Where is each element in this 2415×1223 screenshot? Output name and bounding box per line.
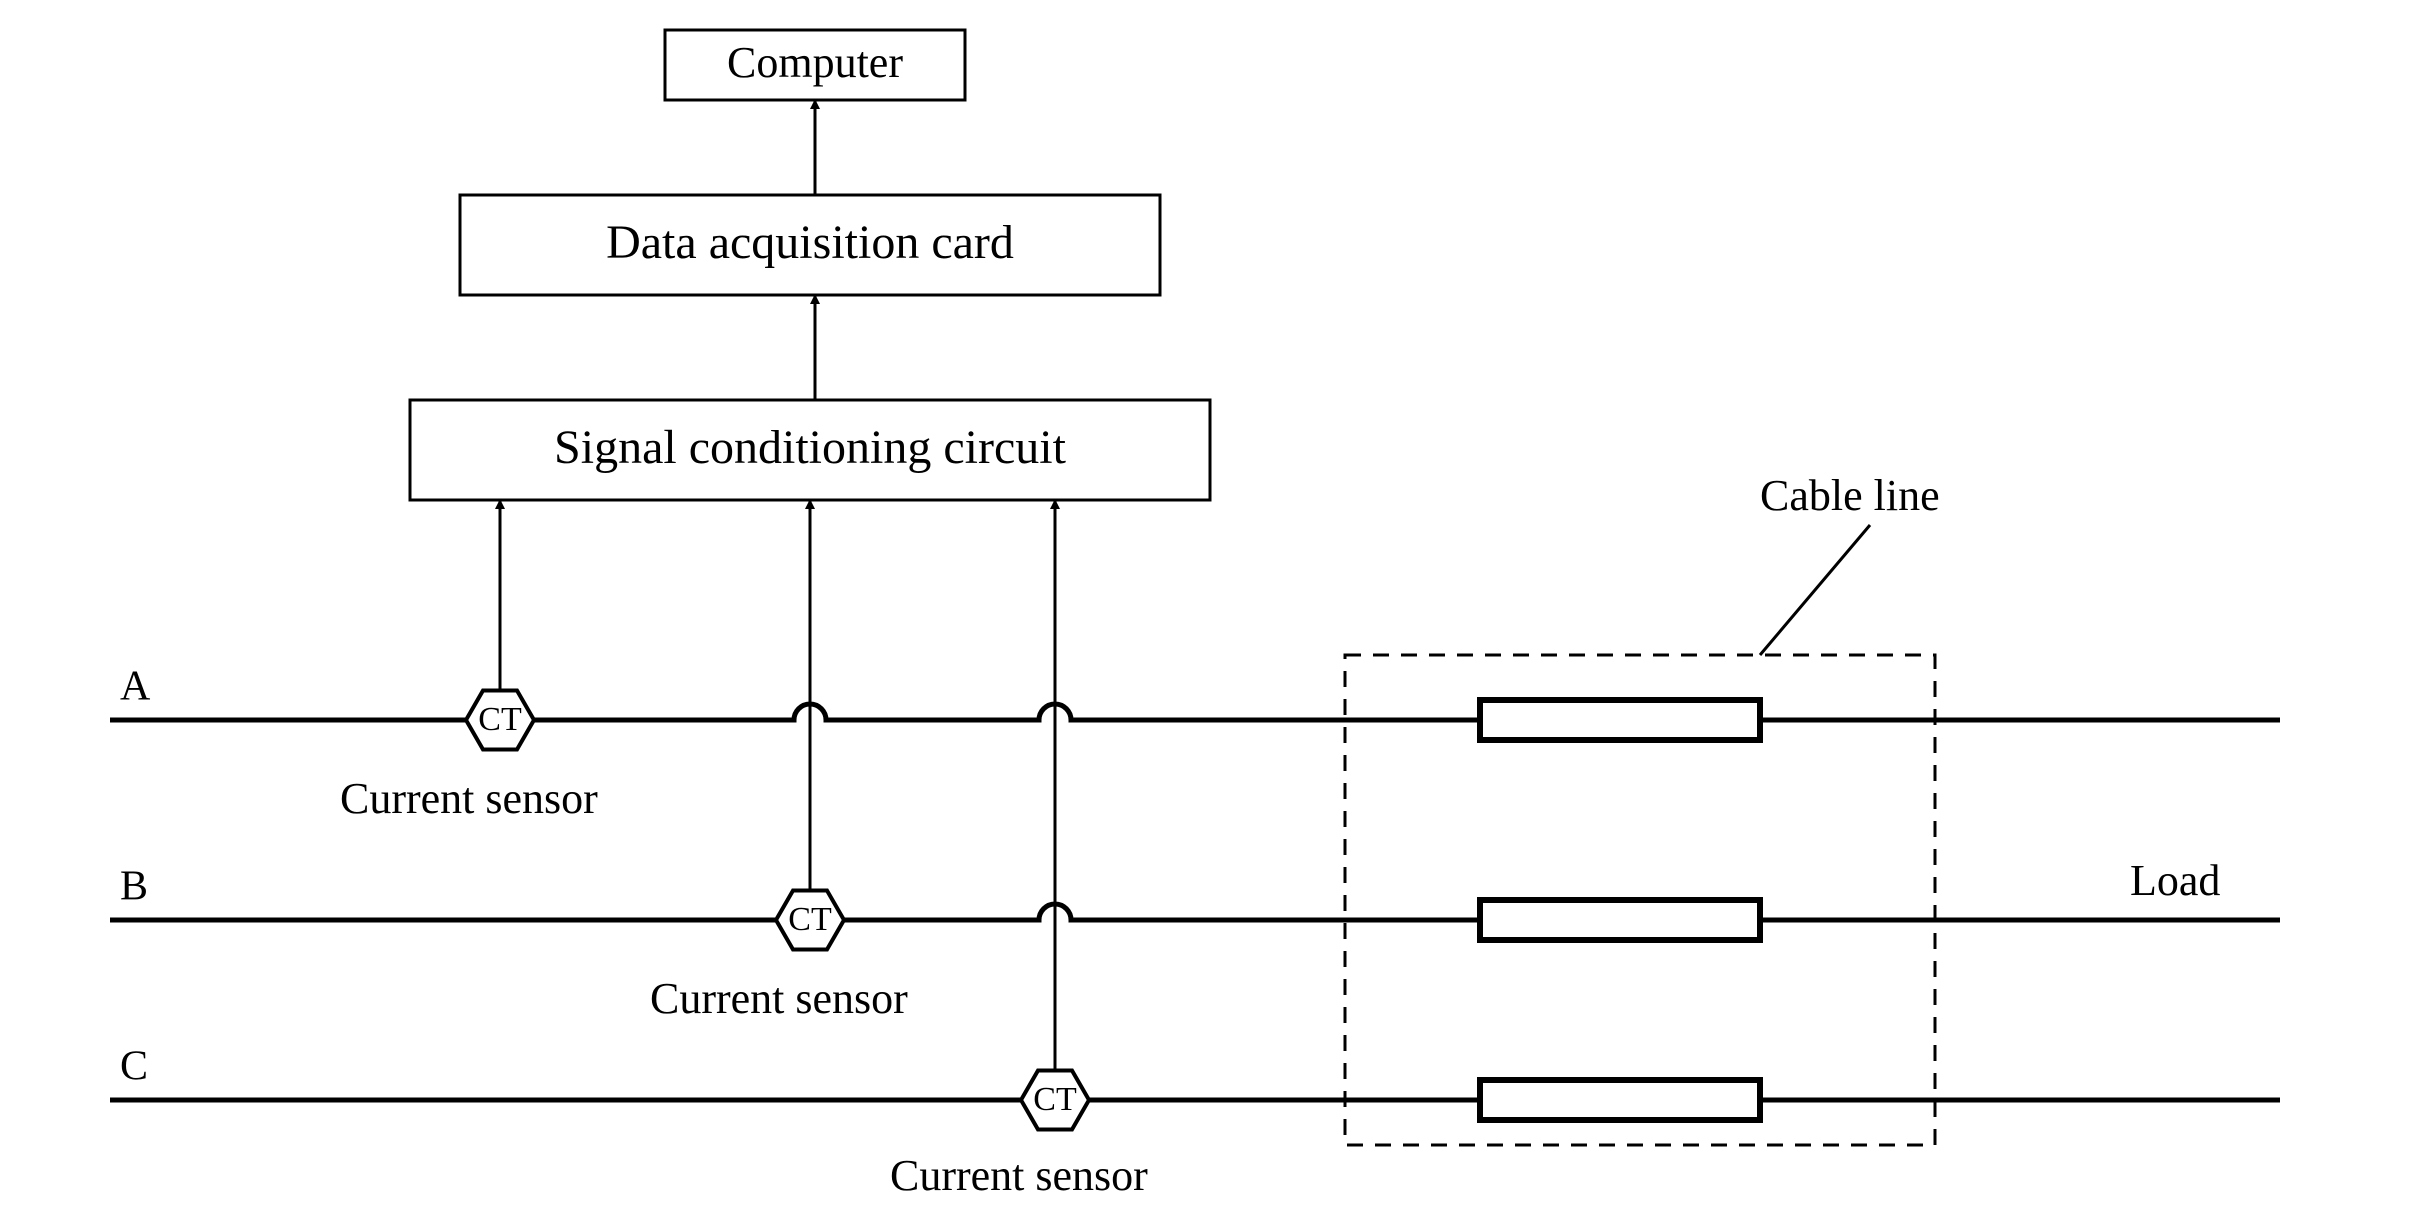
phase-B-line (110, 904, 2280, 920)
ct-sensor-A-label: Current sensor (340, 774, 598, 823)
phase-A-label: A (120, 664, 151, 710)
ct-sensor-C-label: Current sensor (890, 1151, 1148, 1200)
signal-label: Signal conditioning circuit (554, 421, 1067, 474)
ct-sensor-B-label: Current sensor (650, 974, 908, 1023)
cable-segment-C (1480, 1080, 1760, 1120)
phase-B-label: B (120, 864, 148, 910)
system-diagram: A B C Cable line Load Computer Data acquisitio… (0, 0, 2415, 1223)
phase-C-label: C (120, 1044, 148, 1090)
cable-line-pointer (1760, 525, 1870, 655)
ct-sensor-C-ct-label: CT (1033, 1081, 1077, 1118)
cable-segment-A (1480, 700, 1760, 740)
phase-A-line (110, 704, 2280, 720)
ct-sensor-A-ct-label: CT (478, 701, 522, 738)
cable-line-label: Cable line (1760, 471, 1940, 520)
daq-label: Data acquisition card (606, 216, 1014, 269)
cable-segment-B (1480, 900, 1760, 940)
ct-sensor-B-ct-label: CT (788, 901, 832, 938)
computer-label: Computer (727, 38, 903, 87)
load-label: Load (2130, 856, 2220, 905)
